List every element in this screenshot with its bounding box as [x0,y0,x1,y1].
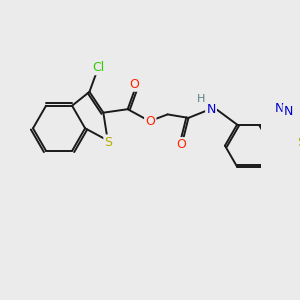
Text: S: S [297,136,300,149]
Text: H: H [196,94,205,104]
Text: N: N [206,103,216,116]
Text: S: S [105,136,112,149]
Text: N: N [275,103,284,116]
Text: O: O [145,115,155,128]
Text: O: O [130,77,140,91]
Text: O: O [177,138,187,151]
Text: N: N [284,105,293,118]
Text: Cl: Cl [92,61,104,74]
